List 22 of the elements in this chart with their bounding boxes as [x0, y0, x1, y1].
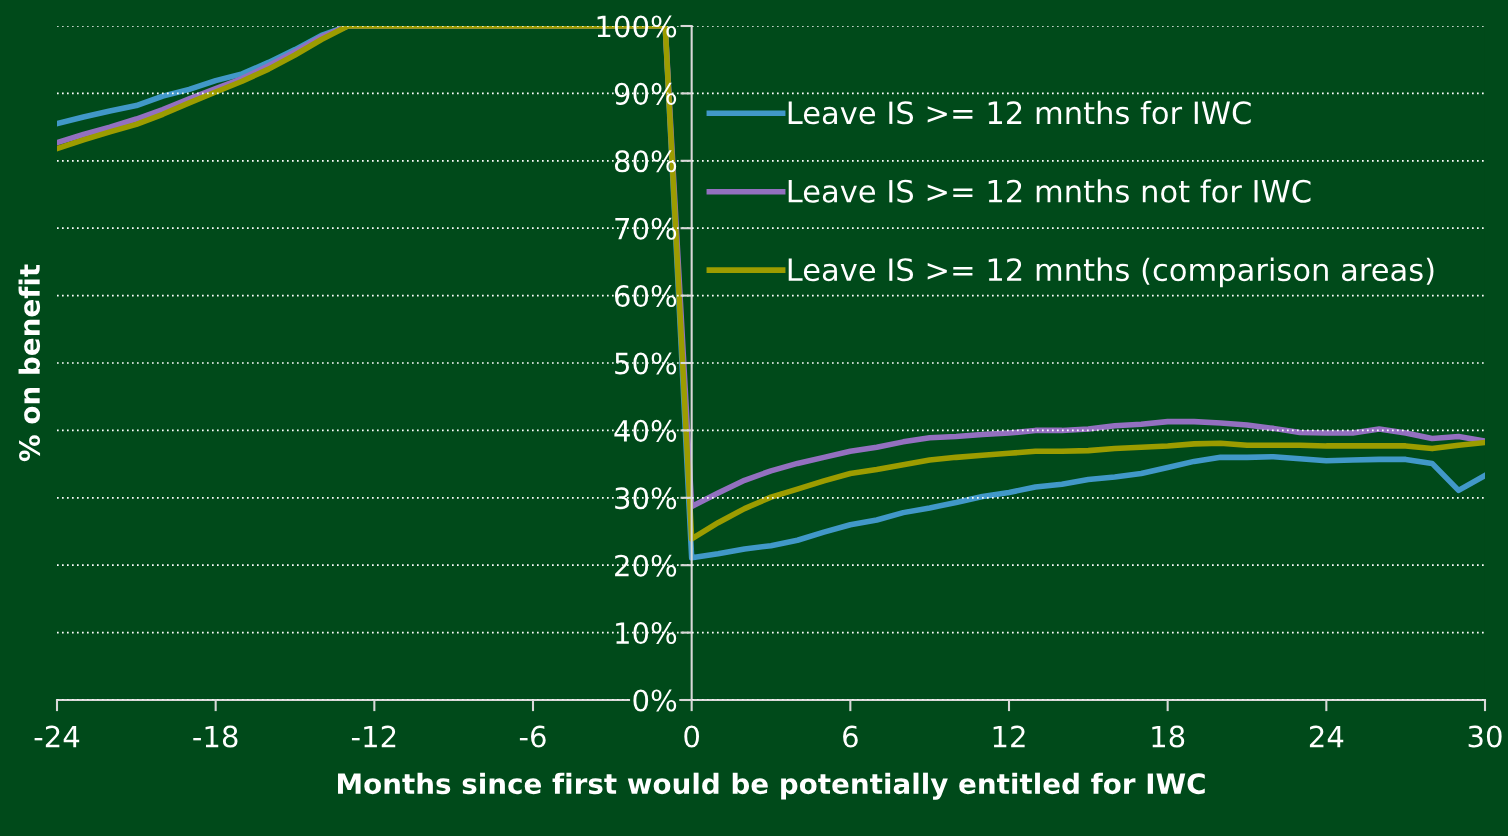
x-tick-label: -6: [519, 725, 546, 748]
y-tick-label: 30%: [615, 487, 677, 510]
x-tick-label: -12: [351, 725, 396, 748]
x-tick-label: 12: [993, 725, 1025, 748]
y-tick-label: 60%: [614, 285, 677, 308]
x-tick-label: -24: [34, 725, 80, 748]
legend-label: Leave IS >= 12 mnths (comparison areas): [788, 257, 1434, 288]
y-tick-label: 50%: [615, 352, 677, 375]
legend-label: Leave IS >= 12 mnths not for IWC: [788, 179, 1311, 203]
y-tick-label: 0%: [633, 689, 677, 712]
x-tick-label: 6: [843, 725, 858, 748]
y-axis-title: % on benefit: [18, 264, 41, 462]
x-axis-title: Months since first would be potentially entitled for IWC: [338, 772, 1205, 800]
y-tick-label: 10%: [616, 622, 677, 645]
y-tick-label: 40%: [614, 419, 677, 442]
x-tick-label: 24: [1309, 725, 1344, 748]
x-tick-label: 18: [1152, 725, 1185, 748]
x-tick-label: -18: [193, 725, 238, 748]
y-tick-label: 20%: [615, 554, 677, 577]
legend-label: Leave IS >= 12 mnths for IWC: [788, 100, 1251, 125]
x-tick-label: 30: [1468, 725, 1502, 748]
x-tick-label: 0: [684, 725, 700, 748]
